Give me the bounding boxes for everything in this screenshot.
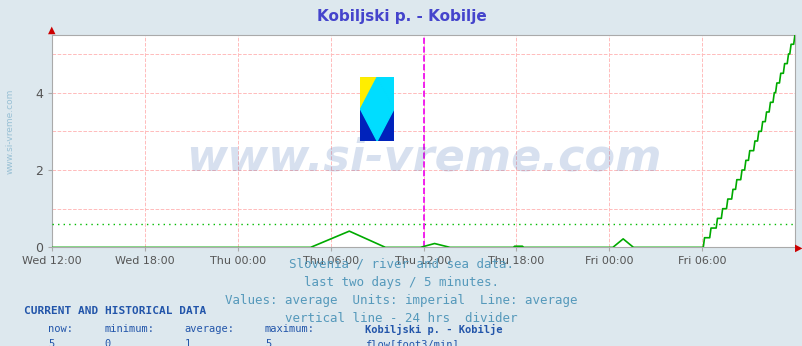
Text: Values: average  Units: imperial  Line: average: Values: average Units: imperial Line: av… (225, 294, 577, 307)
Bar (360, 77, 377, 109)
Text: maximum:: maximum: (265, 324, 314, 334)
Text: Slovenia / river and sea data.: Slovenia / river and sea data. (289, 258, 513, 271)
Text: CURRENT AND HISTORICAL DATA: CURRENT AND HISTORICAL DATA (24, 306, 206, 316)
Bar (360, 77, 377, 109)
Polygon shape (360, 77, 394, 141)
Text: ▶: ▶ (794, 243, 801, 252)
Polygon shape (360, 77, 394, 141)
Polygon shape (360, 77, 377, 109)
Polygon shape (377, 77, 394, 109)
Text: www.si-vreme.com: www.si-vreme.com (5, 89, 14, 174)
Text: Kobiljski p. - Kobilje: Kobiljski p. - Kobilje (365, 324, 502, 335)
Text: last two days / 5 minutes.: last two days / 5 minutes. (304, 276, 498, 289)
Text: ▲: ▲ (48, 25, 56, 35)
Text: flow[foot3/min]: flow[foot3/min] (365, 339, 459, 346)
Text: vertical line - 24 hrs  divider: vertical line - 24 hrs divider (285, 312, 517, 325)
Text: average:: average: (184, 324, 234, 334)
Text: www.si-vreme.com: www.si-vreme.com (185, 137, 661, 180)
Text: 0: 0 (104, 339, 111, 346)
Text: 5: 5 (265, 339, 271, 346)
Text: now:: now: (48, 324, 73, 334)
Text: minimum:: minimum: (104, 324, 154, 334)
Text: 5: 5 (48, 339, 55, 346)
Text: Kobiljski p. - Kobilje: Kobiljski p. - Kobilje (316, 9, 486, 24)
Text: 1: 1 (184, 339, 191, 346)
